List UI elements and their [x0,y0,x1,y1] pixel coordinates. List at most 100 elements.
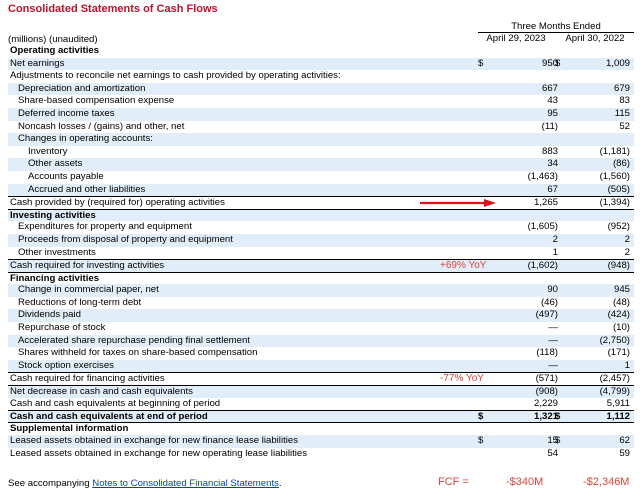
value-2023: 54 [547,448,558,459]
section-header-row: Investing activities [8,208,634,222]
value-2022: (1,181) [599,145,630,157]
units-label: (millions) (unaudited) [8,34,98,45]
value-2022: 2 [624,233,630,245]
notes-link[interactable]: Notes to Consolidated Financial Statemen… [92,478,279,489]
row-label: Accrued and other liabilities [28,183,146,195]
value-2022: 52 [619,120,630,132]
value-2023: (11) [541,120,558,132]
value-2023: — [548,322,558,334]
header-divider [478,32,634,33]
value-2023: (1,602) [527,260,558,272]
row-label: Cash required for financing activities [10,373,165,385]
value-2023: (1,605) [527,221,558,233]
row-label: Supplemental information [10,422,129,434]
row-label: Reductions of long-term debt [18,296,142,308]
table-row: Cash required for financing activities (5… [8,372,634,385]
table-row: Inventory 883 (1,181) [8,146,634,159]
value-2022: (424) [607,309,630,321]
currency-symbol: $ [555,411,561,423]
table-row: Expenditures for property and equipment (… [8,221,634,234]
value-2022: 2 [624,246,630,258]
row-label: Stock option exercises [18,359,114,371]
value-2022: 59 [619,448,630,459]
table-row: Adjustments to reconcile net earnings to… [8,70,634,83]
table-row: Cash and cash equivalents at end of peri… [8,410,634,423]
row-label: Change in commercial paper, net [18,284,159,296]
row-label: Adjustments to reconcile net earnings to… [10,70,341,82]
table-row: Net decrease in cash and cash equivalent… [8,385,634,398]
value-2023: 883 [541,145,558,157]
value-2023: (46) [540,296,558,308]
value-2022: (1,394) [599,197,630,209]
table-row: Leased assets obtained in exchange for n… [8,448,634,461]
table-row: Accounts payable (1,463) (1,560) [8,171,634,184]
value-2023: (908) [535,386,558,398]
row-label: Proceeds from disposal of property and e… [18,233,233,245]
row-label: Leased assets obtained in exchange for n… [10,435,298,447]
value-2022: 115 [614,107,630,119]
table-row: Cash required for investing activities (1… [8,259,634,272]
footer-suffix: . [278,478,282,489]
table-row: Deferred income taxes 95 115 [8,107,634,121]
value-2023: — [548,359,558,371]
currency-symbol: $ [555,435,561,447]
value-2023: 1,321 [533,411,558,423]
value-2022: 1,009 [605,57,630,69]
table-row: Cash and cash equivalents at beginning o… [8,398,634,411]
table-row: Other assets 34 (86) [8,158,634,171]
value-2023: 1,265 [533,197,558,209]
statement-title: Consolidated Statements of Cash Flows [8,3,218,15]
value-2022: 83 [619,95,630,107]
row-label: Shares withheld for taxes on share-based… [18,347,258,359]
row-label: Cash required for investing activities [10,260,165,272]
value-2022: (2,750) [599,334,630,346]
value-2022: (10) [612,322,630,334]
row-label: Net decrease in cash and cash equivalent… [10,386,193,398]
value-2023: 2 [552,233,558,245]
period-group-header: Three Months Ended [511,21,601,32]
table-row: Proceeds from disposal of property and e… [8,233,634,247]
table-row: Share-based compensation expense 43 83 [8,95,634,108]
section-header-row: Supplemental information [8,423,634,436]
row-label: Repurchase of stock [18,322,106,334]
table-row: Changes in operating accounts: [8,133,634,146]
value-2023: — [548,334,558,346]
row-label: Accounts payable [28,170,104,182]
column-header-2023: April 29, 2023 [486,33,546,44]
table-row: Stock option exercises — 1 [8,359,634,373]
currency-symbol: $ [478,435,484,447]
value-2023: 667 [541,82,558,94]
value-2022: 5,911 [606,397,630,409]
table-row: Dividends paid (497) (424) [8,309,634,323]
row-label: Changes in operating accounts: [18,133,153,145]
row-label: Investing activities [10,209,96,221]
row-label: Cash and cash equivalents at beginning o… [10,397,221,409]
value-2023: 1 [552,246,558,258]
value-2022: (4,799) [599,386,630,398]
table-row: Repurchase of stock — (10) [8,322,634,335]
table-row: Noncash losses / (gains) and other, net (… [8,121,634,134]
value-2022: (86) [612,158,630,170]
currency-symbol: $ [478,57,484,69]
row-label: Dividends paid [18,309,81,321]
row-label: Cash and cash equivalents at end of peri… [10,411,208,423]
value-2022: 945 [613,284,630,296]
value-2022: 1 [624,359,630,371]
row-label: Deferred income taxes [18,107,115,119]
row-label: Inventory [28,145,68,157]
value-2022: (2,457) [599,373,630,385]
row-label: Other assets [28,158,83,170]
table-row: Net earnings $950 $1,009 [8,57,634,71]
row-label: Cash provided by (required for) operatin… [10,197,225,209]
value-2023: (497) [535,309,558,321]
value-2023: 34 [547,158,558,170]
value-2022: 1,112 [606,411,630,423]
value-2022: (48) [612,296,630,308]
row-label: Share-based compensation expense [18,95,175,107]
value-2022: (948) [607,260,630,272]
row-label: Noncash losses / (gains) and other, net [18,120,185,132]
row-label: Accelerated share repurchase pending fin… [18,334,250,346]
table-row: Reductions of long-term debt (46) (48) [8,297,634,310]
value-2023: (118) [536,347,558,359]
section-header-row: Financing activities [8,271,634,285]
